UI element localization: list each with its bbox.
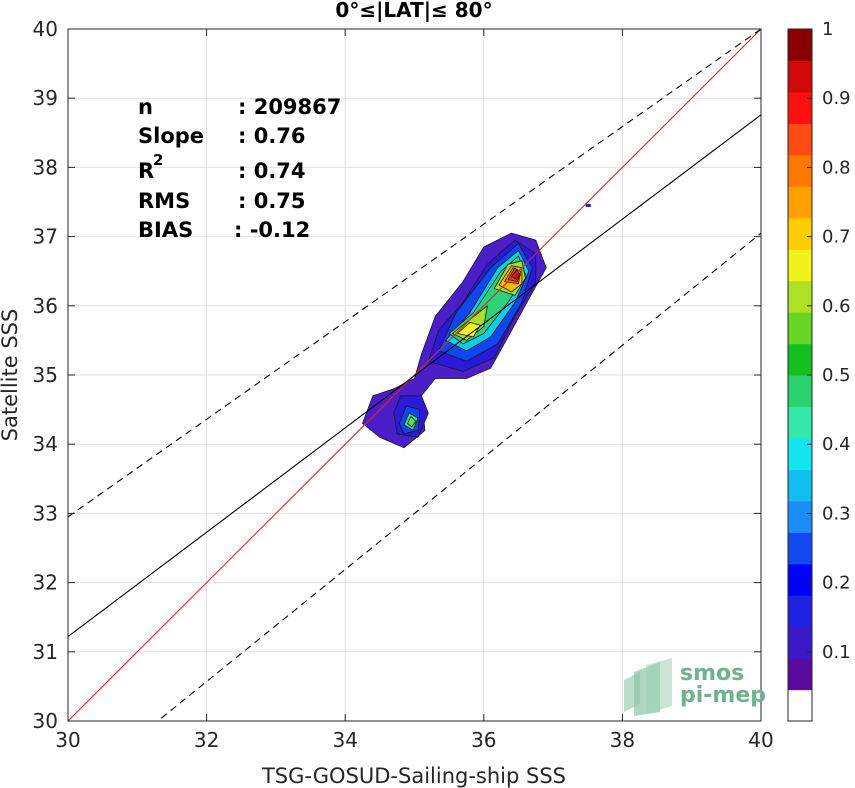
colorbar-band-6 — [788, 500, 812, 533]
colorbar-band-8 — [788, 437, 812, 470]
y-tick-label-6: 36 — [33, 294, 58, 318]
x-tick-label-2: 34 — [332, 728, 357, 752]
colorbar-ticks: 0.1 0.2 0.3 0.4 0.5 0.6 0.7 0.8 0.9 1 — [807, 19, 851, 663]
colorbar-band-15 — [788, 217, 812, 250]
colorbar-tick-label-3: 0.4 — [822, 434, 851, 455]
line-identity — [68, 29, 761, 721]
line-lower — [156, 232, 761, 721]
stat-rms-value: : 0.75 — [238, 189, 306, 213]
colorbar-tick-label-8: 0.9 — [822, 88, 851, 109]
stat-r2-value: : 0.74 — [238, 159, 306, 183]
colorbar-band-10 — [788, 375, 812, 408]
colorbar-band-13 — [788, 280, 812, 313]
x-tick-label-4: 38 — [610, 728, 635, 752]
colorbar-band-16 — [788, 186, 812, 219]
colorbar-band-18 — [788, 123, 812, 156]
outlier-marks — [585, 203, 591, 207]
colorbar-band-0 — [788, 689, 812, 722]
colorbar-band-14 — [788, 249, 812, 282]
y-tick-label-8: 38 — [33, 155, 58, 179]
y-tick-label-4: 34 — [33, 432, 58, 456]
reference-lines — [68, 29, 761, 721]
colorbar-tick-label-0: 0.1 — [822, 642, 851, 663]
smos-pi-mep-logo: smos pi-mep — [624, 658, 766, 716]
x-tick-label-1: 32 — [194, 728, 219, 752]
stat-r2-sup: 2 — [153, 151, 163, 169]
x-axis-label: TSG-GOSUD-Sailing-ship SSS — [261, 764, 566, 788]
y-tick-label-9: 39 — [33, 86, 58, 110]
logo-line1: smos — [680, 661, 744, 686]
stat-bias-label: BIAS — [138, 218, 193, 242]
x-tick-label-3: 36 — [471, 728, 496, 752]
stat-bias-value: : -0.12 — [234, 218, 310, 242]
stat-slope-label: Slope — [138, 124, 204, 148]
colorbar-tick-label-4: 0.5 — [822, 365, 851, 386]
contour-level-8 — [407, 416, 417, 428]
density-contours — [362, 232, 547, 449]
colorbar — [788, 29, 812, 722]
colorbar-band-1 — [788, 658, 812, 691]
colorbar-band-3 — [788, 595, 812, 628]
colorbar-band-7 — [788, 469, 812, 502]
colorbar-tick-label-9: 1 — [822, 19, 833, 40]
stat-slope-value: : 0.76 — [238, 124, 306, 148]
stat-n-label: n — [138, 95, 153, 119]
y-tick-label-3: 33 — [33, 501, 58, 525]
colorbar-band-17 — [788, 154, 812, 187]
line-fit — [68, 114, 761, 638]
colorbar-band-4 — [788, 563, 812, 596]
colorbar-band-9 — [788, 406, 812, 439]
colorbar-tick-label-5: 0.6 — [822, 296, 851, 317]
colorbar-band-21 — [788, 29, 812, 62]
y-tick-label-0: 30 — [33, 709, 58, 733]
colorbar-tick-label-1: 0.2 — [822, 573, 851, 594]
colorbar-band-2 — [788, 626, 812, 659]
colorbar-tick-label-6: 0.7 — [822, 227, 851, 248]
y-tick-label-5: 35 — [33, 363, 58, 387]
colorbar-band-12 — [788, 312, 812, 345]
colorbar-tick-label-7: 0.8 — [822, 157, 851, 178]
line-upper — [68, 29, 761, 518]
stat-r2-label: R — [138, 159, 154, 183]
stat-rms-label: RMS — [138, 189, 190, 213]
colorbar-band-20 — [788, 60, 812, 93]
logo-line2: pi-mep — [680, 683, 766, 708]
y-tick-label-7: 37 — [33, 225, 58, 249]
colorbar-band-19 — [788, 91, 812, 124]
y-axis-ticks: 30 31 32 33 34 35 36 37 38 39 40 — [33, 17, 761, 733]
y-tick-label-10: 40 — [33, 17, 58, 41]
outlier-mark-0 — [585, 203, 591, 207]
x-tick-label-0: 30 — [55, 728, 80, 752]
y-tick-label-1: 31 — [33, 640, 58, 664]
chart-title: 0°≤|LAT|≤ 80° — [335, 0, 492, 22]
colorbar-band-5 — [788, 532, 812, 565]
x-tick-label-5: 40 — [748, 728, 773, 752]
colorbar-band-11 — [788, 343, 812, 376]
stat-n-value: : 209867 — [238, 95, 341, 119]
y-tick-label-2: 32 — [33, 571, 58, 595]
stats-box: n : 209867 Slope : 0.76 R 2 : 0.74 RMS :… — [138, 95, 341, 242]
x-axis-ticks: 30 32 34 36 38 40 — [55, 29, 774, 752]
y-axis-label: Satellite SSS — [0, 309, 22, 442]
colorbar-tick-label-2: 0.3 — [822, 503, 851, 524]
